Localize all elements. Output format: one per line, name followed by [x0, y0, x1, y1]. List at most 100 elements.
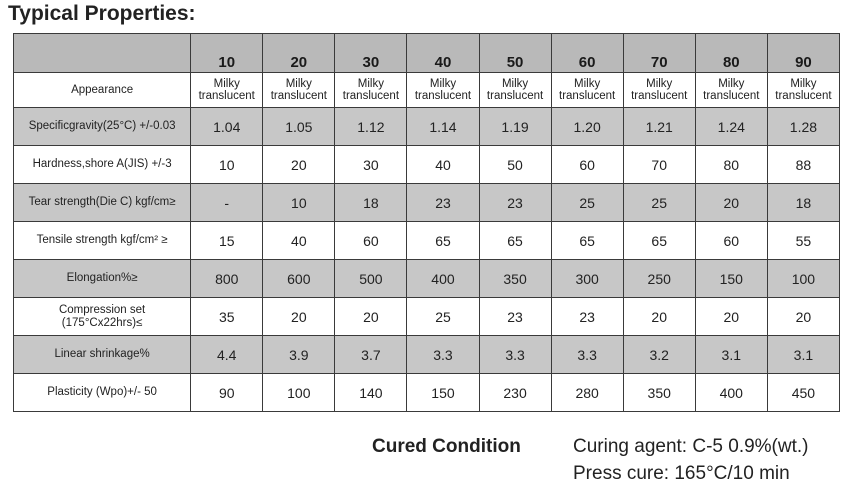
- value-cell: 20: [766, 297, 841, 336]
- column-header: 50: [478, 33, 552, 73]
- value-cell: 280: [550, 373, 624, 412]
- press-cure-text: Press cure: 165°C/10 min: [573, 463, 790, 484]
- value-cell: 800: [190, 259, 264, 298]
- value-cell: 90: [190, 373, 264, 412]
- value-cell: 3.7: [334, 335, 408, 374]
- value-cell: 100: [766, 259, 841, 298]
- column-header: 80: [694, 33, 768, 73]
- value-cell: 400: [694, 373, 768, 412]
- column-header: 90: [766, 33, 841, 73]
- value-cell: 10: [262, 183, 336, 222]
- row-label: Appearance: [12, 72, 192, 108]
- value-cell: Milky translucent: [622, 72, 696, 108]
- value-cell: 1.19: [478, 107, 552, 146]
- value-cell: 1.05: [262, 107, 336, 146]
- value-cell: 3.1: [766, 335, 841, 374]
- value-cell: 23: [478, 183, 552, 222]
- row-label: Elongation%≥: [12, 259, 192, 298]
- value-cell: Milky translucent: [550, 72, 624, 108]
- value-cell: 25: [406, 297, 480, 336]
- column-header: 70: [622, 33, 696, 73]
- value-cell: Milky translucent: [334, 72, 408, 108]
- table-row: Hardness,shore A(JIS) +/-3 10 20 30 40 50 60 70…: [12, 145, 841, 184]
- value-cell: 300: [550, 259, 624, 298]
- value-cell: 1.24: [694, 107, 768, 146]
- table-row: Tensile strength kgf/cm² ≥15 40 60 65 65 65 65…: [12, 221, 841, 260]
- value-cell: 100: [262, 373, 336, 412]
- column-header: 20: [262, 33, 336, 73]
- value-cell: 80: [694, 145, 768, 184]
- column-header: 10: [190, 33, 264, 73]
- value-cell: 88: [766, 145, 841, 184]
- row-label: Tensile strength kgf/cm² ≥: [12, 221, 192, 260]
- table-row: Compression set (175°Cx22hrs)≤ 35 20 20 25 23 2…: [12, 297, 841, 336]
- value-cell: 20: [262, 145, 336, 184]
- value-cell: 250: [622, 259, 696, 298]
- row-label: Linear shrinkage%: [12, 335, 192, 374]
- value-cell: 1.21: [622, 107, 696, 146]
- value-cell: 3.3: [406, 335, 480, 374]
- table-row: Specificgravity(25°C) +/-0.03 1.04 1.05 1.1…: [12, 107, 841, 146]
- value-cell: 60: [694, 221, 768, 260]
- value-cell: 20: [694, 183, 768, 222]
- value-cell: 25: [550, 183, 624, 222]
- value-cell: 400: [406, 259, 480, 298]
- value-cell: 3.3: [550, 335, 624, 374]
- value-cell: 150: [406, 373, 480, 412]
- value-cell: 3.9: [262, 335, 336, 374]
- value-cell: 3.3: [478, 335, 552, 374]
- value-cell: 20: [694, 297, 768, 336]
- row-label: Specificgravity(25°C) +/-0.03: [12, 107, 192, 146]
- row-label: Compression set (175°Cx22hrs)≤: [12, 297, 192, 336]
- value-cell: 230: [478, 373, 552, 412]
- value-cell: 1.20: [550, 107, 624, 146]
- value-cell: 140: [334, 373, 408, 412]
- header-row: 10 20 30 40 50 60 70 80 90: [12, 33, 841, 73]
- row-label: Plasticity (Wpo)+/- 50: [12, 373, 192, 412]
- row-label: Tear strength(Die C) kgf/cm≥: [12, 183, 192, 222]
- value-cell: 450: [766, 373, 841, 412]
- value-cell: 3.2: [622, 335, 696, 374]
- value-cell: 350: [622, 373, 696, 412]
- value-cell: 150: [694, 259, 768, 298]
- value-cell: 1.14: [406, 107, 480, 146]
- value-cell: 20: [622, 297, 696, 336]
- column-header: 60: [550, 33, 624, 73]
- cured-condition-heading: Cured Condition: [372, 436, 521, 457]
- value-cell: 20: [262, 297, 336, 336]
- properties-table: 10 20 30 40 50 60 70 80 90 Appearance Mil…: [12, 33, 841, 412]
- value-cell: 65: [622, 221, 696, 260]
- table-row: Linear shrinkage% 4.4 3.9 3.7 3.3 3.3 3.3 3.2 3.…: [12, 335, 841, 374]
- value-cell: 4.4: [190, 335, 264, 374]
- table-row: Plasticity (Wpo)+/- 50 90 100 140 150 230 280 3…: [12, 373, 841, 412]
- value-cell: 40: [406, 145, 480, 184]
- value-cell: Milky translucent: [694, 72, 768, 108]
- value-cell: 1.12: [334, 107, 408, 146]
- value-cell: 3.1: [694, 335, 768, 374]
- value-cell: 40: [262, 221, 336, 260]
- row-label: Hardness,shore A(JIS) +/-3: [12, 145, 192, 184]
- value-cell: 20: [334, 297, 408, 336]
- value-cell: 50: [478, 145, 552, 184]
- value-cell: 15: [190, 221, 264, 260]
- page-title: Typical Properties:: [8, 2, 196, 25]
- column-header: 30: [334, 33, 408, 73]
- value-cell: Milky translucent: [406, 72, 480, 108]
- value-cell: 350: [478, 259, 552, 298]
- value-cell: 1.04: [190, 107, 264, 146]
- value-cell: 65: [478, 221, 552, 260]
- column-header: 40: [406, 33, 480, 73]
- value-cell: Milky translucent: [478, 72, 552, 108]
- value-cell: 18: [334, 183, 408, 222]
- value-cell: 600: [262, 259, 336, 298]
- value-cell: 55: [766, 221, 841, 260]
- value-cell: 18: [766, 183, 841, 222]
- value-cell: 65: [406, 221, 480, 260]
- value-cell: 23: [478, 297, 552, 336]
- table-row: Tear strength(Die C) kgf/cm≥ -10 18 23 23 25 2…: [12, 183, 841, 222]
- value-cell: 60: [334, 221, 408, 260]
- value-cell: 1.28: [766, 107, 841, 146]
- value-cell: 25: [622, 183, 696, 222]
- value-cell: 500: [334, 259, 408, 298]
- value-cell: 65: [550, 221, 624, 260]
